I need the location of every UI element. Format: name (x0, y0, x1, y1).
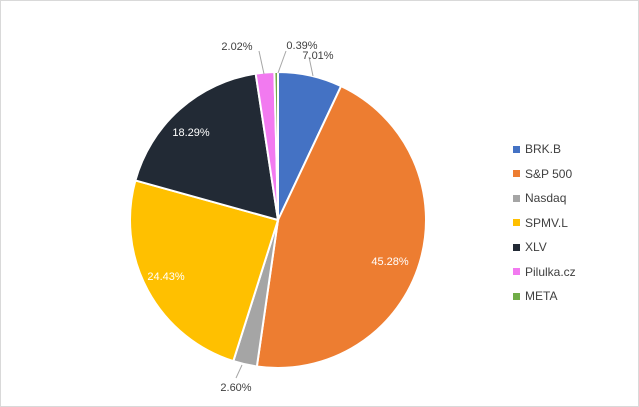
legend-swatch (513, 268, 520, 276)
legend-item: S&P 500 (513, 162, 576, 187)
legend-item: XLV (513, 235, 576, 260)
data-label: 7.01% (302, 50, 333, 62)
legend-label: SPMV.L (525, 215, 568, 230)
pie-slice-s-p-500 (255, 84, 427, 369)
legend-item: Pilulka.cz (513, 260, 576, 285)
data-label: 24.43% (147, 271, 185, 283)
leader-line (277, 50, 287, 74)
legend-swatch (513, 292, 520, 300)
data-label: 0.39% (286, 40, 317, 52)
legend: BRK.B S&P 500 Nasdaq SPMV.L XLV Pilulka.cz MET… (513, 137, 576, 309)
legend-swatch (513, 145, 520, 153)
data-label: 18.29% (172, 127, 210, 139)
legend-label: Pilulka.cz (525, 264, 576, 279)
legend-swatch (513, 243, 520, 251)
data-label: 45.28% (371, 256, 409, 268)
legend-label: Nasdaq (525, 191, 567, 206)
pie-slice-xlv (134, 72, 280, 222)
legend-item: BRK.B (513, 137, 576, 162)
legend-swatch (513, 219, 520, 227)
legend-item: Nasdaq (513, 186, 576, 211)
data-label: 2.02% (221, 41, 252, 53)
legend-label: BRK.B (525, 142, 562, 157)
legend-swatch (513, 194, 520, 202)
legend-swatch (513, 170, 520, 178)
legend-label: META (525, 289, 558, 304)
legend-item: SPMV.L (513, 211, 576, 236)
legend-label: XLV (525, 240, 547, 255)
leader-line (235, 364, 243, 379)
pie-slice-spmv-l (129, 179, 280, 363)
leader-line (258, 50, 265, 75)
legend-item: META (513, 284, 576, 309)
data-label: 2.60% (220, 382, 251, 394)
legend-label: S&P 500 (525, 166, 573, 181)
leader-line (308, 56, 314, 77)
